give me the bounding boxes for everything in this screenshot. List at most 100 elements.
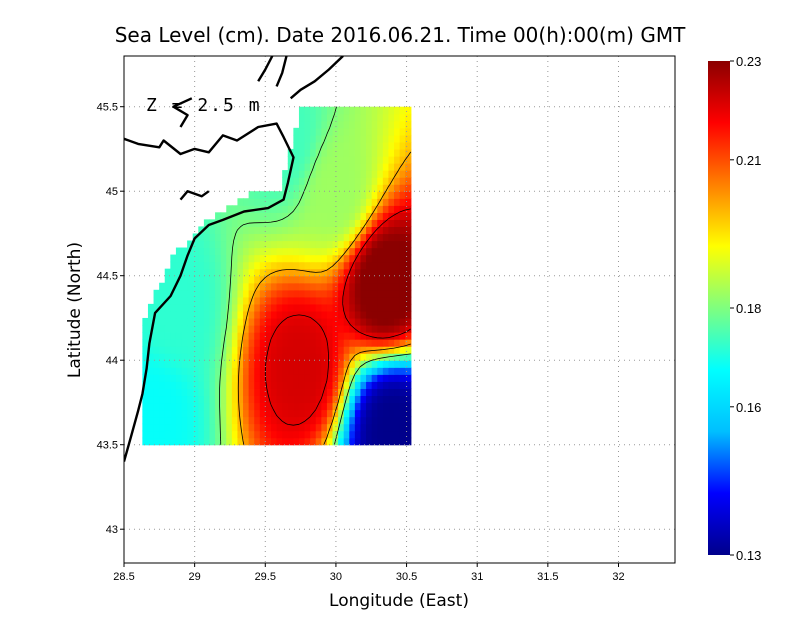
field-cell	[394, 346, 401, 354]
field-cell	[259, 268, 266, 277]
field-cell	[405, 296, 412, 305]
field-cell	[254, 212, 261, 220]
field-cell	[237, 430, 244, 439]
field-cell	[394, 205, 401, 213]
field-cell	[265, 402, 272, 411]
field-cell	[298, 437, 306, 446]
field-cell	[399, 437, 406, 446]
field-cell	[203, 346, 211, 354]
field-cell	[349, 388, 356, 397]
field-cell	[332, 332, 339, 340]
field-cell	[315, 275, 322, 284]
field-cell	[159, 423, 166, 432]
field-cell	[147, 367, 155, 375]
field-cell	[265, 360, 272, 368]
field-cell	[293, 184, 300, 192]
field-cell	[170, 353, 177, 361]
field-cell	[354, 127, 362, 136]
field-cell	[382, 141, 390, 150]
field-cell	[270, 353, 278, 361]
field-cell	[265, 409, 272, 418]
field-cell	[366, 163, 373, 171]
field-cell	[298, 127, 306, 136]
field-cell	[394, 134, 401, 143]
field-cell	[366, 282, 373, 291]
field-cell	[209, 402, 216, 411]
field-cell	[354, 437, 362, 446]
field-cell	[304, 233, 311, 242]
field-cell	[304, 296, 311, 305]
field-cell	[259, 402, 266, 411]
field-cell	[282, 184, 289, 192]
field-cell	[405, 374, 412, 382]
field-cell	[164, 430, 171, 439]
field-cell	[371, 416, 378, 425]
field-cell	[354, 163, 362, 171]
field-cell	[153, 423, 160, 432]
field-cell	[388, 261, 395, 270]
field-cell	[332, 155, 339, 164]
field-cell	[315, 381, 322, 389]
field-cell	[377, 191, 384, 199]
field-cell	[394, 289, 401, 298]
field-cell	[360, 289, 367, 298]
field-cell	[310, 233, 317, 242]
field-cell	[159, 381, 166, 389]
field-cell	[354, 289, 362, 298]
field-cell	[192, 317, 199, 326]
field-cell	[394, 388, 401, 397]
field-cell	[220, 275, 227, 284]
field-cell	[332, 388, 339, 397]
field-cell	[399, 226, 406, 235]
field-cell	[388, 409, 395, 418]
field-cell	[181, 282, 188, 291]
field-cell	[259, 332, 266, 340]
field-cell	[209, 261, 216, 270]
field-cell	[321, 219, 328, 228]
field-cell	[282, 409, 289, 418]
field-cell	[243, 233, 250, 242]
field-cell	[349, 219, 356, 228]
field-cell	[382, 324, 390, 333]
field-cell	[388, 437, 395, 446]
field-cell	[282, 282, 289, 291]
field-cell	[349, 191, 356, 199]
field-cell	[248, 388, 255, 397]
field-cell	[304, 141, 311, 150]
field-cell	[226, 332, 233, 340]
field-cell	[254, 353, 261, 361]
field-cell	[366, 134, 373, 143]
field-cell	[371, 106, 378, 115]
field-cell	[192, 332, 199, 340]
field-cell	[304, 177, 311, 185]
field-cell	[298, 205, 306, 213]
contour-line	[264, 208, 412, 426]
field-cell	[315, 353, 322, 361]
field-cell	[248, 191, 255, 199]
field-cell	[265, 303, 272, 312]
field-cell	[360, 170, 367, 178]
coastline-segment	[289, 56, 344, 100]
field-cell	[237, 332, 244, 340]
field-cell	[159, 289, 166, 298]
field-cell	[231, 367, 239, 375]
field-cell	[332, 268, 339, 277]
field-cell	[220, 402, 227, 411]
field-cell	[293, 324, 300, 333]
field-cell	[270, 360, 278, 368]
field-cell	[282, 374, 289, 382]
field-cell	[338, 430, 345, 439]
field-cell	[293, 437, 300, 446]
field-cell	[181, 437, 188, 446]
field-cell	[287, 402, 294, 411]
field-cell	[338, 170, 345, 178]
field-cell	[366, 226, 373, 235]
field-cell	[338, 177, 345, 185]
field-cell	[382, 388, 390, 397]
field-cell	[304, 191, 311, 199]
field-cell	[338, 212, 345, 220]
field-cell	[343, 289, 350, 298]
field-cell	[382, 282, 390, 291]
field-cell	[349, 430, 356, 439]
field-cell	[326, 240, 334, 249]
